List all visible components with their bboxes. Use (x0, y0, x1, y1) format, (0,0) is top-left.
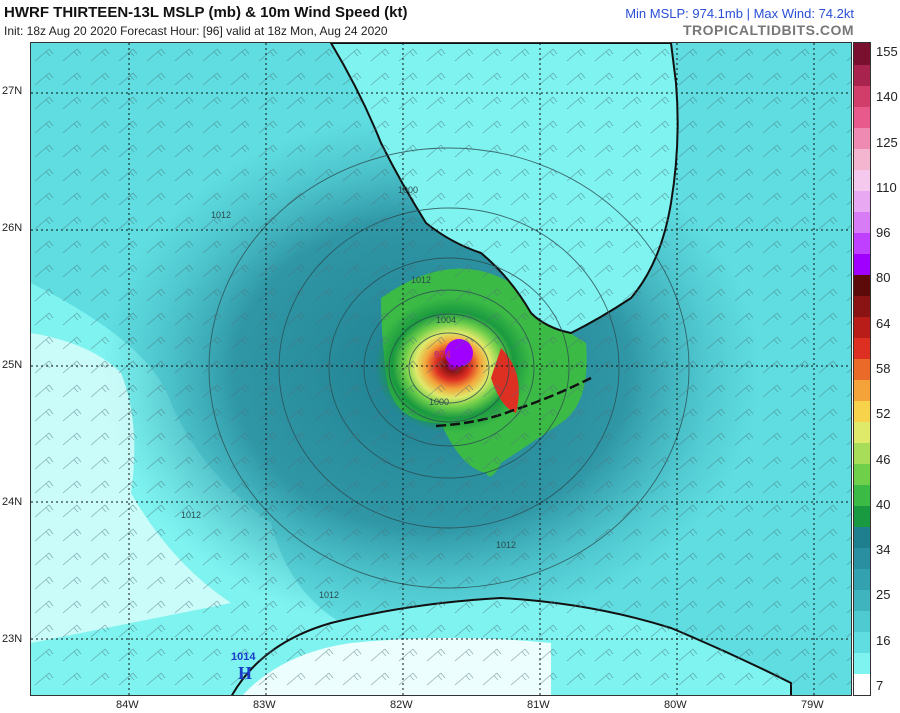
colorbar-segment (854, 400, 870, 423)
high-pressure-value: 1014 (231, 651, 256, 663)
isobar-label: 1000 (429, 397, 449, 407)
isobar-label: 1012 (496, 540, 516, 550)
low-pressure-label: 974 (434, 350, 451, 361)
wind-map-svg: 1012 1012 1012 1012 1004 1000 1000 1012 … (31, 43, 851, 695)
colorbar-segment (854, 652, 870, 675)
colorbar-segment (854, 232, 870, 254)
colorbar-tick-label: 155 (876, 44, 898, 59)
colorbar-segment (854, 610, 870, 633)
colorbar-tick-label: 52 (876, 406, 891, 422)
colorbar-segment (854, 274, 870, 296)
colorbar-tick-label: 40 (876, 496, 891, 512)
latitude-label: 27N (2, 85, 23, 97)
isobar-label: 1012 (211, 210, 231, 220)
wind-map: 1012 1012 1012 1012 1004 1000 1000 1012 … (30, 42, 852, 696)
colorbar-segment (854, 442, 870, 465)
colorbar-segment (854, 295, 870, 317)
colorbar-tick-label: 34 (876, 542, 891, 558)
colorbar-segment (854, 526, 870, 549)
colorbar-segment (854, 43, 870, 65)
longitude-label: 84W (116, 699, 139, 711)
colorbar-segment (854, 631, 870, 654)
high-pressure-symbol: H (238, 663, 252, 683)
longitude-label: 81W (527, 699, 550, 711)
site-brand[interactable]: TROPICALTIDBITS.COM (682, 22, 854, 38)
wind-speed-colorbar (853, 42, 871, 696)
colorbar-segment (854, 337, 870, 359)
colorbar-segment (854, 673, 870, 696)
colorbar-tick-label: 16 (876, 632, 891, 648)
colorbar-tick-label: 110 (876, 179, 897, 195)
storm-stats: Min MSLP: 974.1mb | Max Wind: 74.2kt (625, 6, 854, 21)
colorbar-tick-label: 80 (876, 270, 891, 286)
colorbar-segment (854, 589, 870, 612)
latitude-label: 25N (2, 359, 23, 371)
colorbar-segment (854, 64, 870, 86)
isobar-label: 1012 (411, 275, 431, 285)
colorbar-tick-label: 96 (876, 225, 891, 241)
map-title: HWRF THIRTEEN-13L MSLP (mb) & 10m Wind S… (4, 4, 408, 21)
colorbar-segment (854, 253, 870, 275)
colorbar-segment (854, 358, 870, 380)
colorbar-segment (854, 379, 870, 402)
header: HWRF THIRTEEN-13L MSLP (mb) & 10m Wind S… (0, 0, 900, 42)
colorbar-segment (854, 190, 870, 212)
latitude-label: 26N (2, 222, 23, 234)
colorbar-segment (854, 484, 870, 507)
colorbar-tick-label: 125 (876, 134, 898, 150)
isobar-label: 1004 (436, 315, 456, 325)
isobar-label: 1000 (398, 185, 418, 195)
longitude-label: 83W (253, 699, 276, 711)
wind-barbs (31, 43, 851, 695)
colorbar-segment (854, 106, 870, 128)
isobar-label: 1012 (181, 510, 201, 520)
colorbar-tick-label: 46 (876, 451, 891, 467)
colorbar-tick-label: 64 (876, 315, 891, 331)
lat-lon-grid (31, 43, 851, 695)
colorbar-tick-label: 140 (876, 89, 898, 105)
longitude-label: 80W (664, 699, 687, 711)
colorbar-segment (854, 169, 870, 191)
colorbar-segment (854, 316, 870, 338)
colorbar-segment (854, 421, 870, 444)
longitude-label: 79W (801, 699, 824, 711)
latitude-label: 23N (2, 633, 23, 645)
colorbar-tick-label: 7 (876, 678, 884, 693)
colorbar-segment (854, 85, 870, 107)
colorbar-segment (854, 127, 870, 149)
colorbar-segment (854, 463, 870, 486)
colorbar-segment (854, 148, 870, 170)
colorbar-tick-label: 25 (876, 587, 891, 603)
colorbar-segment (854, 211, 870, 233)
latitude-label: 24N (2, 496, 23, 508)
forecast-info: Init: 18z Aug 20 2020 Forecast Hour: [96… (4, 24, 388, 38)
colorbar-tick-label: 58 (876, 361, 891, 376)
colorbar-segment (854, 505, 870, 528)
isobar-label: 1012 (319, 590, 339, 600)
colorbar-segment (854, 547, 870, 570)
longitude-label: 82W (390, 699, 413, 711)
colorbar-segment (854, 568, 870, 591)
